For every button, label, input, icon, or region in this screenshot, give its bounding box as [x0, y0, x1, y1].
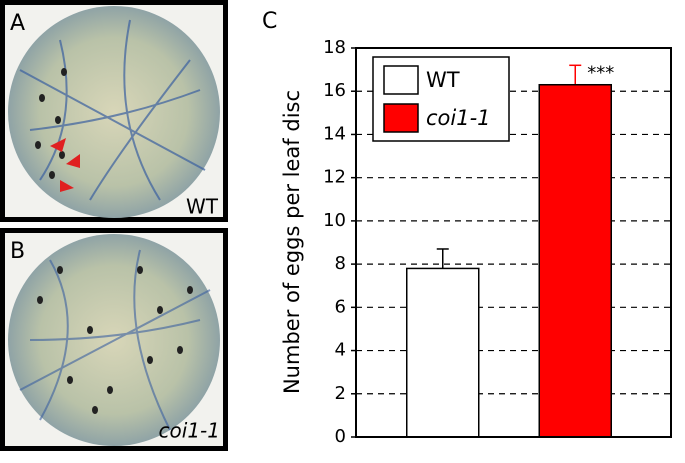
image-label: coi1-1 [159, 419, 220, 443]
y-tick-label: 16 [323, 80, 346, 101]
y-tick-label: 12 [323, 167, 346, 188]
y-tick-label: 18 [323, 37, 346, 58]
image-label: WT [186, 195, 219, 219]
y-tick-label: 4 [335, 340, 346, 361]
legend-swatch [383, 103, 419, 133]
y-axis-label: Number of eggs per leaf disc [280, 90, 304, 394]
panel-label: A [10, 11, 25, 36]
legend-label: WT [426, 68, 460, 92]
panel-label: B [10, 239, 25, 264]
panel-b: B coi1-1 [0, 228, 228, 451]
y-tick-label: 14 [323, 123, 346, 144]
legend-label: coi1-1 [426, 106, 491, 130]
plot: 0 2 4 6 8 10 12 14 16 18 *** WT coi1-1 [323, 37, 672, 447]
y-tick-label: 0 [335, 426, 346, 447]
y-tick-label: 8 [335, 253, 346, 274]
annotation: *** [587, 62, 614, 83]
y-tick-label: 10 [323, 210, 346, 231]
bar [406, 267, 480, 438]
y-tick-label: 6 [335, 296, 346, 317]
panel-label: C [262, 9, 277, 34]
panel-a: A WT [0, 0, 228, 222]
bar [538, 83, 612, 438]
legend-swatch [383, 65, 419, 95]
y-tick-label: 2 [335, 383, 346, 404]
plot-frame [355, 47, 672, 438]
